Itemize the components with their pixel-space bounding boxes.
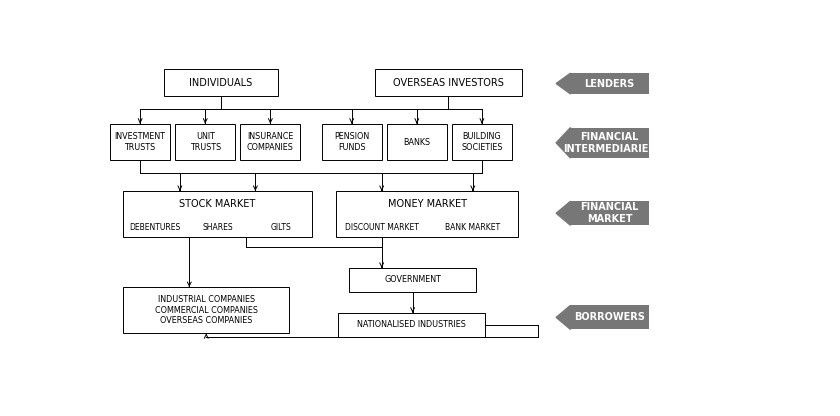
- Text: BANKS: BANKS: [403, 138, 430, 146]
- FancyBboxPatch shape: [375, 69, 522, 97]
- Text: GILTS: GILTS: [270, 223, 291, 232]
- FancyBboxPatch shape: [570, 128, 648, 158]
- Text: INDUSTRIAL COMPANIES
COMMERCIAL COMPANIES
OVERSEAS COMPANIES: INDUSTRIAL COMPANIES COMMERCIAL COMPANIE…: [155, 295, 258, 325]
- Text: GOVERNMENT: GOVERNMENT: [384, 275, 441, 284]
- Text: LENDERS: LENDERS: [585, 79, 635, 89]
- Text: UNIT
TRUSTS: UNIT TRUSTS: [190, 132, 221, 152]
- FancyBboxPatch shape: [570, 73, 648, 94]
- Text: STOCK MARKET: STOCK MARKET: [180, 199, 255, 209]
- Text: DEBENTURES: DEBENTURES: [129, 223, 181, 232]
- Text: BUILDING
SOCIETIES: BUILDING SOCIETIES: [461, 132, 502, 152]
- Text: INSURANCE
COMPANIES: INSURANCE COMPANIES: [247, 132, 294, 152]
- Text: SHARES: SHARES: [202, 223, 233, 232]
- FancyBboxPatch shape: [123, 191, 312, 237]
- FancyBboxPatch shape: [322, 124, 381, 161]
- FancyBboxPatch shape: [338, 312, 485, 337]
- Polygon shape: [556, 201, 570, 225]
- Polygon shape: [556, 73, 570, 94]
- Text: FINANCIAL
INTERMEDIARIES: FINANCIAL INTERMEDIARIES: [564, 132, 656, 154]
- FancyBboxPatch shape: [123, 287, 289, 333]
- FancyBboxPatch shape: [570, 201, 648, 225]
- FancyBboxPatch shape: [176, 124, 235, 161]
- Text: INVESTMENT
TRUSTS: INVESTMENT TRUSTS: [114, 132, 165, 152]
- Text: PENSION
FUNDS: PENSION FUNDS: [334, 132, 370, 152]
- Text: MONEY MARKET: MONEY MARKET: [388, 199, 467, 209]
- Polygon shape: [556, 305, 570, 329]
- Text: NATIONALISED INDUSTRIES: NATIONALISED INDUSTRIES: [357, 320, 465, 329]
- FancyBboxPatch shape: [387, 124, 447, 161]
- FancyBboxPatch shape: [336, 191, 518, 237]
- FancyBboxPatch shape: [349, 268, 476, 292]
- FancyBboxPatch shape: [164, 69, 277, 97]
- Text: FINANCIAL
MARKET: FINANCIAL MARKET: [580, 203, 638, 224]
- Text: BANK MARKET: BANK MARKET: [445, 223, 501, 232]
- Text: OVERSEAS INVESTORS: OVERSEAS INVESTORS: [393, 78, 504, 88]
- FancyBboxPatch shape: [570, 305, 648, 329]
- FancyBboxPatch shape: [452, 124, 512, 161]
- Text: BORROWERS: BORROWERS: [574, 312, 645, 322]
- FancyBboxPatch shape: [240, 124, 301, 161]
- Text: INDIVIDUALS: INDIVIDUALS: [189, 78, 252, 88]
- Text: DISCOUNT MARKET: DISCOUNT MARKET: [344, 223, 418, 232]
- FancyBboxPatch shape: [110, 124, 171, 161]
- Polygon shape: [556, 128, 570, 158]
